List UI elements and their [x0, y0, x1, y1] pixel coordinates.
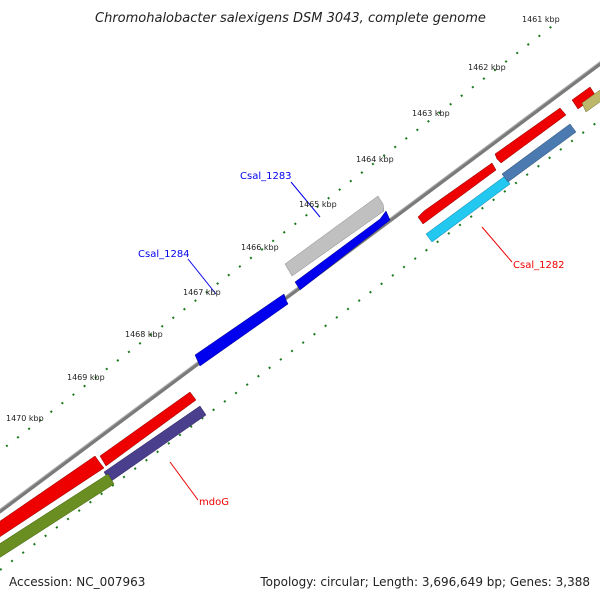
gene-csal-1283-arrow[interactable]: [294, 210, 391, 291]
inner-tick-row: [0, 119, 600, 571]
genome-title: Chromohalobacter salexigens DSM 3043, co…: [95, 11, 486, 26]
gene-csal-1282a-arrow[interactable]: [417, 162, 497, 225]
tick-label: 1464 kbp: [356, 155, 394, 164]
gene-mdoG-red-arrow[interactable]: [99, 391, 197, 467]
gene-csal-1282b-arrow[interactable]: [494, 107, 567, 164]
tick-label: 1467 kbp: [183, 288, 221, 297]
csal-1283-leader: [290, 181, 321, 218]
tick-label: 1461 kbp: [522, 15, 560, 24]
gene-csal-1282-bar[interactable]: [425, 175, 511, 243]
tick-label: 1468 kbp: [125, 330, 163, 339]
tick-label: 1466 kbp: [241, 243, 279, 252]
tick-label: 1469 kbp: [67, 373, 105, 382]
mdoG-leader: [169, 461, 199, 501]
gene-steel-bar[interactable]: [501, 123, 577, 183]
csal-1284-leader: [187, 258, 217, 295]
tick-label: 1465 kbp: [299, 200, 337, 209]
csal-1282-leader: [481, 226, 513, 263]
gene-csal-1284-arrow[interactable]: [194, 293, 289, 367]
gene-edge-khaki[interactable]: [581, 89, 600, 113]
outer-tick-row: [0, 19, 561, 453]
gene-label-csal-1283[interactable]: Csal_1283: [240, 171, 292, 182]
tick-label: 1462 kbp: [468, 63, 506, 72]
gene-olive-bar[interactable]: [0, 473, 115, 560]
gene-csal-1283-bar[interactable]: [284, 195, 385, 277]
accession-text: Accession: NC_007963: [9, 575, 145, 589]
tick-label: 1470 kbp: [6, 414, 44, 423]
gene-label-csal-1284[interactable]: Csal_1284: [138, 249, 190, 260]
gene-label-mdoG[interactable]: mdoG: [199, 497, 229, 508]
gene-red-lower-a[interactable]: [0, 455, 105, 540]
gene-label-csal-1282[interactable]: Csal_1282: [513, 260, 565, 271]
tick-label: 1463 kbp: [412, 109, 450, 118]
genome-summary-text: Topology: circular; Length: 3,696,649 bp…: [259, 575, 590, 589]
